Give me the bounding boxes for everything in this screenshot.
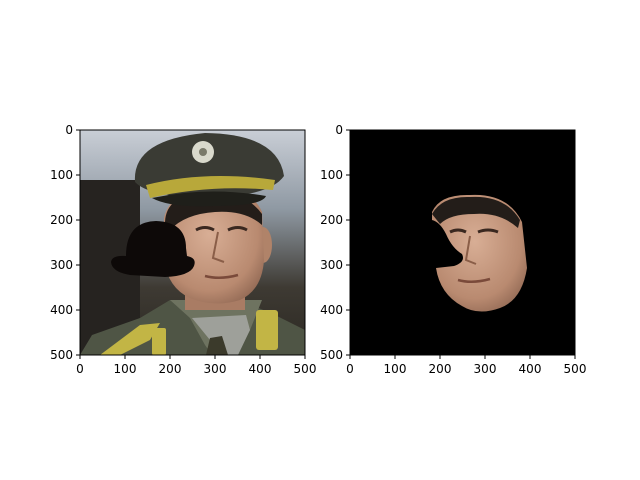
axes-frame-1 bbox=[79, 129, 306, 356]
y-tick-label-panel1-3: 300 bbox=[50, 258, 73, 272]
x-tick-label-panel1-0: 0 bbox=[76, 362, 84, 376]
x-tick-label-panel1-3: 300 bbox=[204, 362, 227, 376]
cap-badge-center bbox=[199, 148, 207, 156]
x-tick-label-panel2-5: 500 bbox=[564, 362, 587, 376]
x-tick-label-panel2-1: 100 bbox=[384, 362, 407, 376]
x-tick-label-panel1-4: 400 bbox=[249, 362, 272, 376]
y-tick-label-panel2-3: 300 bbox=[320, 258, 343, 272]
segmented-eye-left bbox=[449, 228, 467, 234]
segmented-face bbox=[432, 194, 527, 312]
segmented-hair bbox=[432, 196, 520, 228]
y-tick-label-panel1-5: 500 bbox=[50, 348, 73, 362]
nose bbox=[211, 231, 225, 263]
y-tick-label-panel2-2: 200 bbox=[320, 213, 343, 227]
axes-frame-2 bbox=[349, 129, 576, 356]
x-tick-label-panel1-1: 100 bbox=[114, 362, 137, 376]
y-tick-label-panel1-0: 0 bbox=[65, 123, 73, 137]
y-tick-label-panel1-4: 400 bbox=[50, 303, 73, 317]
y-tick-label-panel2-5: 500 bbox=[320, 348, 343, 362]
segmented-mouth bbox=[457, 277, 491, 283]
y-tick-label-panel2-4: 400 bbox=[320, 303, 343, 317]
y-tick-label-panel1-1: 100 bbox=[50, 168, 73, 182]
eye-right bbox=[227, 226, 248, 232]
cap-visor bbox=[152, 191, 266, 207]
cap-band bbox=[146, 176, 275, 198]
x-tick-label-panel2-3: 300 bbox=[474, 362, 497, 376]
mask-shape bbox=[111, 221, 195, 277]
mouth bbox=[204, 273, 239, 279]
tie bbox=[206, 336, 228, 355]
y-tick-label-panel2-1: 100 bbox=[320, 168, 343, 182]
image-panel-1 bbox=[80, 130, 305, 355]
y-tick-label-panel1-2: 200 bbox=[50, 213, 73, 227]
image-panel-2 bbox=[350, 130, 575, 355]
shirt bbox=[192, 315, 250, 355]
epaulette-left bbox=[100, 323, 160, 355]
y-tick-label-panel2-0: 0 bbox=[335, 123, 343, 137]
x-tick-label-panel2-2: 200 bbox=[429, 362, 452, 376]
segmented-nose bbox=[464, 235, 477, 265]
x-tick-label-panel2-4: 400 bbox=[519, 362, 542, 376]
x-tick-label-panel1-2: 200 bbox=[159, 362, 182, 376]
segmented-eye-right bbox=[477, 228, 499, 234]
rank-insignia-left bbox=[152, 328, 166, 355]
rank-insignia-right bbox=[256, 310, 278, 350]
x-tick-label-panel2-0: 0 bbox=[346, 362, 354, 376]
eye-left bbox=[195, 226, 215, 232]
x-tick-label-panel1-5: 500 bbox=[294, 362, 317, 376]
